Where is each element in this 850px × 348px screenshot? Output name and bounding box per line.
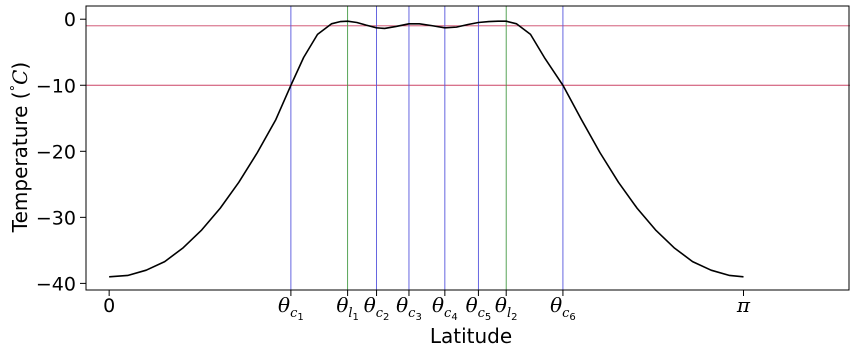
latitude-vlines	[290, 6, 564, 290]
x-tick-label: θl2	[495, 293, 518, 323]
x-tick-label: θc1	[278, 293, 304, 323]
x-axis-label: Latitude	[430, 324, 512, 348]
x-tick-label: θc5	[466, 293, 492, 323]
y-ticks: 0 −10 −20 −30 −40	[36, 9, 86, 295]
x-tick-label: θc6	[550, 293, 576, 323]
x-tick-label: π	[736, 293, 751, 317]
y-axis-label: Temperature (°C)	[8, 62, 32, 233]
x-tick-label: θc2	[364, 293, 390, 323]
x-tick-label: θc3	[396, 293, 422, 323]
reference-hlines	[86, 25, 850, 86]
y-tick-label: −10	[36, 75, 76, 97]
x-tick-label: θl1	[336, 293, 359, 323]
x-tick-label: 0	[103, 295, 115, 317]
y-tick-label: −40	[36, 273, 76, 295]
y-tick-label: −30	[36, 207, 76, 229]
x-tick-label: θc4	[432, 293, 458, 323]
y-tick-label: −20	[36, 141, 76, 163]
series-line-0	[109, 20, 744, 278]
series-group	[109, 20, 744, 278]
plot-frame	[85, 5, 850, 291]
y-tick-label: 0	[64, 9, 76, 31]
